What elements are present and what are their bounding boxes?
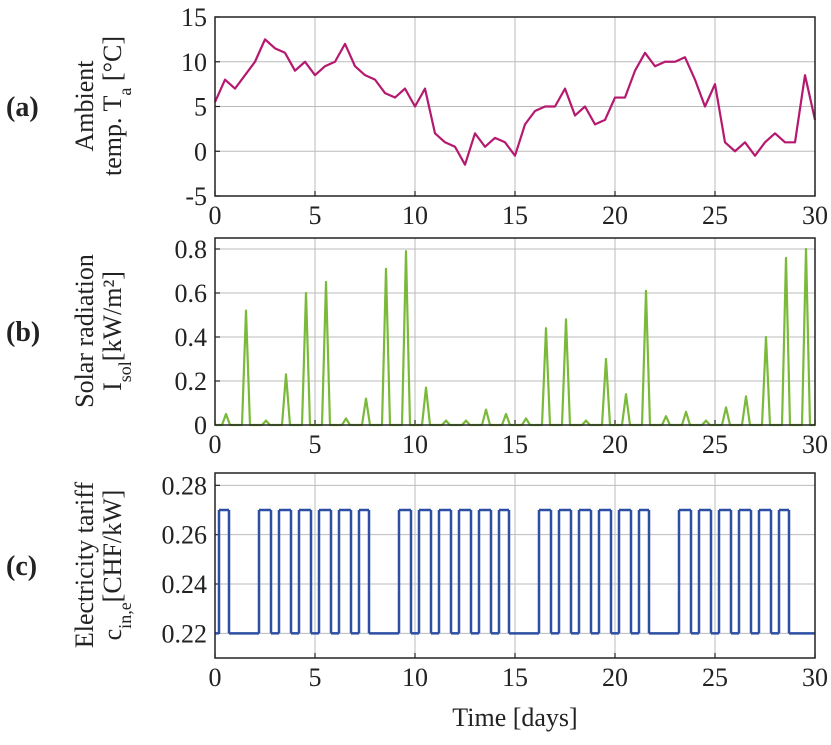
y-tick-label: 5 (194, 93, 207, 122)
panel-label: (c) (6, 551, 37, 582)
x-tick-label: 30 (802, 663, 828, 692)
y-axis-label: cin,e[CHF/kW] (98, 490, 135, 641)
y-axis-label-part: Electricity tariff (70, 482, 99, 649)
x-tick-label: 5 (309, 201, 322, 230)
x-tick-label: 0 (209, 201, 222, 230)
data-line (213, 38, 817, 166)
y-tick-label: 0.8 (175, 235, 208, 264)
panel-label: (a) (6, 92, 39, 123)
x-axis-label: Time [days] (452, 703, 577, 732)
y-tick-label: 0.2 (175, 367, 208, 396)
x-tick-label: 5 (309, 430, 322, 459)
y-tick-label: 0.26 (162, 521, 208, 550)
y-tick-label: 0.28 (162, 471, 208, 500)
plot-frame (214, 237, 816, 426)
x-tick-label: 20 (602, 663, 628, 692)
y-axis-label-part: Ambient (70, 60, 99, 152)
y-axis-label-part: in,e (115, 602, 135, 629)
y-axis-label-part: [kW/m²] (98, 271, 127, 361)
y-tick-label: 0 (194, 137, 207, 166)
x-tick-label: 20 (602, 201, 628, 230)
plot-frame (214, 16, 816, 197)
plot-frame (214, 472, 816, 659)
x-tick-label: 10 (402, 430, 428, 459)
x-tick-label: 20 (602, 430, 628, 459)
x-tick-label: 10 (402, 201, 428, 230)
y-tick-label: 0.22 (162, 619, 208, 648)
y-tick-label: 10 (181, 48, 207, 77)
y-tick-label: -5 (185, 182, 207, 211)
x-tick-label: 15 (502, 663, 528, 692)
y-tick-label: 15 (181, 3, 207, 32)
y-tick-label: 0.4 (175, 323, 208, 352)
y-axis-label-part: I (98, 382, 127, 391)
x-tick-label: 10 (402, 663, 428, 692)
x-tick-label: 25 (702, 430, 728, 459)
y-tick-label: 0.24 (162, 570, 208, 599)
y-axis-label: Isol[kW/m²] (98, 271, 135, 391)
y-tick-label: 0.6 (175, 279, 208, 308)
y-axis-label-part: Solar radiation (70, 254, 99, 408)
y-axis-label: Solar radiation (70, 254, 99, 408)
x-tick-label: 30 (802, 201, 828, 230)
y-tick-label: 0 (194, 411, 207, 440)
x-tick-label: 0 (209, 663, 222, 692)
y-axis-label-part: [CHF/kW] (98, 490, 127, 603)
y-axis-label-part: temp. T (98, 95, 127, 176)
x-tick-label: 25 (702, 663, 728, 692)
y-axis-label-part: a (115, 88, 135, 96)
y-axis-label: temp. Ta [°C] (98, 36, 135, 176)
y-axis-label: Electricity tariff (70, 482, 99, 649)
x-tick-label: 0 (209, 430, 222, 459)
y-axis-label-part: c (98, 629, 127, 641)
y-axis-label-part: sol (115, 361, 135, 382)
panel-label: (b) (6, 317, 40, 348)
x-tick-label: 25 (702, 201, 728, 230)
x-tick-label: 5 (309, 663, 322, 692)
x-tick-label: 15 (502, 430, 528, 459)
x-tick-label: 30 (802, 430, 828, 459)
y-axis-label: Ambient (70, 60, 99, 152)
y-axis-label-part: [°C] (98, 36, 127, 88)
x-tick-label: 15 (502, 201, 528, 230)
